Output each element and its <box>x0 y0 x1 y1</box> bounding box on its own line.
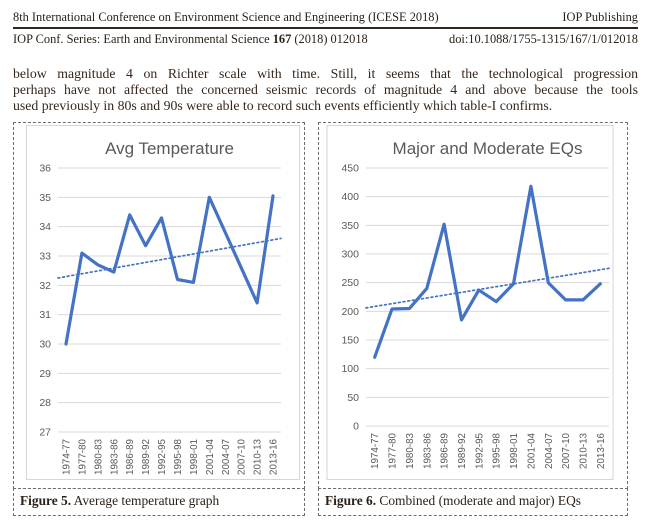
figure5-chart-cell: Avg Temperature 27 28 29 30 31 32 33 34 35 36 1974-… <box>13 121 305 489</box>
figures-row: Avg Temperature 27 28 29 30 31 32 33 34 35 36 1974-… <box>13 121 638 516</box>
category-label: 1974-77 <box>370 433 381 469</box>
category-label: 2001-04 <box>205 438 216 475</box>
category-label: 2004-07 <box>221 439 232 475</box>
category-label: 2013-16 <box>596 432 607 469</box>
header-row-1: 8th International Conference on Environm… <box>13 10 638 25</box>
figure5-column: Avg Temperature 27 28 29 30 31 32 33 34 35 36 1974-… <box>13 121 305 516</box>
header-row-2: IOP Conf. Series: Earth and Environmenta… <box>13 32 638 47</box>
category-label: 1983-86 <box>422 432 433 469</box>
y-axis-label: 400 <box>341 191 359 203</box>
category-label: 1992-95 <box>157 438 168 475</box>
chart-title: Avg Temperature <box>105 139 234 158</box>
y-axis-label: 30 <box>39 338 51 350</box>
figure5-caption-text: Average temperature graph <box>71 492 220 508</box>
category-label: 2001-04 <box>526 432 537 469</box>
category-label: 1977-80 <box>388 432 399 469</box>
doi-text: doi:10.1088/1755-1315/167/1/012018 <box>449 32 638 46</box>
major-moderate-eqs-chart: Major and Moderate EQs 0 50 100 150 200 250 300… <box>326 124 614 480</box>
chart-title: Major and Moderate EQs <box>393 139 583 158</box>
y-axis-label: 450 <box>341 162 359 174</box>
y-axis-label: 29 <box>39 368 51 380</box>
category-label: 1995-98 <box>173 438 184 475</box>
paragraph-line: below magnitude 4 on Richter scale with … <box>13 66 638 81</box>
figure5-caption-label: Figure 5. <box>20 492 72 508</box>
series-volume: 167 <box>272 32 292 46</box>
figure6-column: Major and Moderate EQs 0 50 100 150 200 250 300… <box>318 121 628 516</box>
category-label: 1989-92 <box>457 433 468 469</box>
figure5-caption: Figure 5. Average temperature graph <box>13 487 305 516</box>
category-label: 1983-86 <box>109 438 120 475</box>
chart-border <box>26 124 300 480</box>
category-label: 1986-89 <box>125 439 136 475</box>
body-paragraph: below magnitude 4 on Richter scale with … <box>13 66 638 114</box>
y-axis-label: 350 <box>341 220 359 232</box>
category-label: 2007-10 <box>561 432 572 469</box>
y-axis-label: 36 <box>39 162 51 174</box>
category-label: 1986-89 <box>440 433 451 469</box>
category-label: 1977-80 <box>77 438 88 475</box>
avg-temperature-chart: Avg Temperature 27 28 29 30 31 32 33 34 35 36 1974-… <box>26 124 300 480</box>
trendline <box>57 237 282 279</box>
y-axis-label: 32 <box>39 280 51 292</box>
category-label: 2007-10 <box>237 438 248 475</box>
category-label: 2004-07 <box>544 433 555 469</box>
chart-border <box>326 124 614 480</box>
category-label: 2013-16 <box>269 438 280 475</box>
y-axis-label: 27 <box>39 426 51 438</box>
header-divider <box>13 27 638 29</box>
figure6-caption: Figure 6. Combined (moderate and major) … <box>318 487 628 516</box>
journal-header: 8th International Conference on Environm… <box>13 10 638 47</box>
y-axis-label: 150 <box>341 334 359 346</box>
series-citation: IOP Conf. Series: Earth and Environmenta… <box>13 32 368 47</box>
conference-title: 8th International Conference on Environm… <box>13 10 439 24</box>
category-label: 1998-01 <box>189 439 200 475</box>
figure6-caption-label: Figure 6. <box>325 492 377 508</box>
y-axis-label: 33 <box>39 250 51 262</box>
y-axis-label: 200 <box>341 306 359 318</box>
y-axis-label: 35 <box>39 192 51 204</box>
series-line <box>373 184 602 359</box>
figure6-caption-text: Combined (moderate and major) EQs <box>376 492 581 508</box>
series-issue: (2018) 012018 <box>294 32 368 46</box>
y-axis-label: 250 <box>341 277 359 289</box>
category-label: 1995-98 <box>492 432 503 469</box>
category-label: 2010-13 <box>578 432 589 469</box>
y-axis-label: 50 <box>347 392 359 404</box>
category-label: 1992-95 <box>474 432 485 469</box>
series-line <box>64 194 275 346</box>
category-label: 1989-92 <box>141 439 152 475</box>
category-label: 2010-13 <box>253 438 264 475</box>
category-label: 1980-83 <box>93 438 104 475</box>
category-label: 1998-01 <box>509 433 520 469</box>
y-axis-label: 100 <box>341 363 359 375</box>
trendline <box>365 267 610 309</box>
y-axis-label: 0 <box>353 420 359 432</box>
y-axis-label: 31 <box>39 309 51 321</box>
y-axis-label: 34 <box>39 221 51 233</box>
paragraph-line: used previously in 80s and 90s were able… <box>13 97 553 113</box>
y-axis-label: 300 <box>341 248 359 260</box>
publisher-name: IOP Publishing <box>562 10 638 24</box>
figure6-chart-cell: Major and Moderate EQs 0 50 100 150 200 250 300… <box>318 121 628 489</box>
paragraph-line: perhaps have not affected the concerned … <box>13 81 638 97</box>
y-axis-label: 28 <box>39 397 51 409</box>
document-page: 8th International Conference on Environm… <box>13 10 638 516</box>
series-title: IOP Conf. Series: Earth and Environmenta… <box>13 32 270 46</box>
category-label: 1974-77 <box>61 439 72 475</box>
category-label: 1980-83 <box>405 432 416 469</box>
